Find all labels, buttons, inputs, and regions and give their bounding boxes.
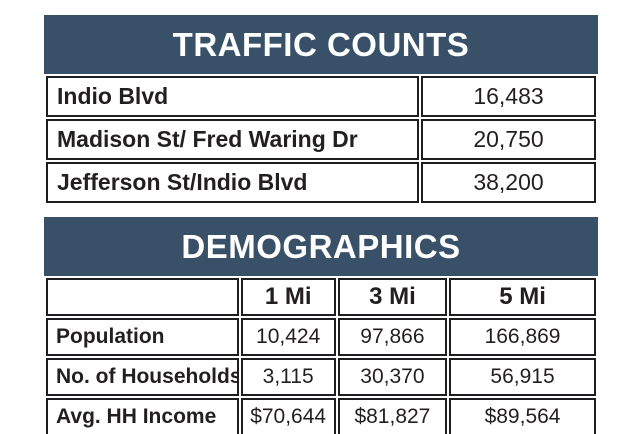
demo-cell: 3,115 bbox=[240, 358, 336, 396]
table-row: Avg. HH Income $70,644 $81,827 $89,564 bbox=[46, 398, 596, 434]
demo-cell: $89,564 bbox=[449, 398, 596, 434]
demo-column-header-1mi: 1 Mi bbox=[240, 278, 336, 316]
demo-corner-cell bbox=[46, 278, 239, 316]
demo-cell: $81,827 bbox=[337, 398, 448, 434]
table-row: Indio Blvd 16,483 bbox=[46, 76, 596, 117]
demo-cell: 97,866 bbox=[337, 318, 448, 356]
traffic-row-value: 20,750 bbox=[421, 119, 596, 160]
demo-cell: 10,424 bbox=[240, 318, 336, 356]
table-row: Madison St/ Fred Waring Dr 20,750 bbox=[46, 119, 596, 160]
traffic-counts-title: TRAFFIC COUNTS bbox=[44, 15, 598, 74]
traffic-row-label: Madison St/ Fred Waring Dr bbox=[46, 119, 420, 160]
demographics-title: DEMOGRAPHICS bbox=[44, 217, 598, 276]
demo-row-label: Population bbox=[46, 318, 239, 356]
demo-column-header-5mi: 5 Mi bbox=[449, 278, 596, 316]
table-header-row: 1 Mi 3 Mi 5 Mi bbox=[46, 278, 596, 316]
traffic-row-label: Jefferson St/Indio Blvd bbox=[46, 162, 420, 203]
traffic-counts-panel: TRAFFIC COUNTS Indio Blvd 16,483 Madison… bbox=[44, 15, 598, 205]
traffic-row-label: Indio Blvd bbox=[46, 76, 420, 117]
demo-column-header-3mi: 3 Mi bbox=[337, 278, 448, 316]
traffic-counts-table: Indio Blvd 16,483 Madison St/ Fred Warin… bbox=[44, 74, 598, 205]
demo-cell: 30,370 bbox=[337, 358, 448, 396]
demo-cell: 56,915 bbox=[449, 358, 596, 396]
traffic-row-value: 38,200 bbox=[421, 162, 596, 203]
demo-row-label: No. of Households bbox=[46, 358, 239, 396]
table-row: Jefferson St/Indio Blvd 38,200 bbox=[46, 162, 596, 203]
table-row: No. of Households 3,115 30,370 56,915 bbox=[46, 358, 596, 396]
demographics-panel: DEMOGRAPHICS 1 Mi 3 Mi 5 Mi Population 1… bbox=[44, 217, 598, 434]
table-row: Population 10,424 97,866 166,869 bbox=[46, 318, 596, 356]
demo-cell: 166,869 bbox=[449, 318, 596, 356]
demo-row-label: Avg. HH Income bbox=[46, 398, 239, 434]
traffic-row-value: 16,483 bbox=[421, 76, 596, 117]
demographics-table: 1 Mi 3 Mi 5 Mi Population 10,424 97,866 … bbox=[44, 276, 598, 434]
demo-cell: $70,644 bbox=[240, 398, 336, 434]
